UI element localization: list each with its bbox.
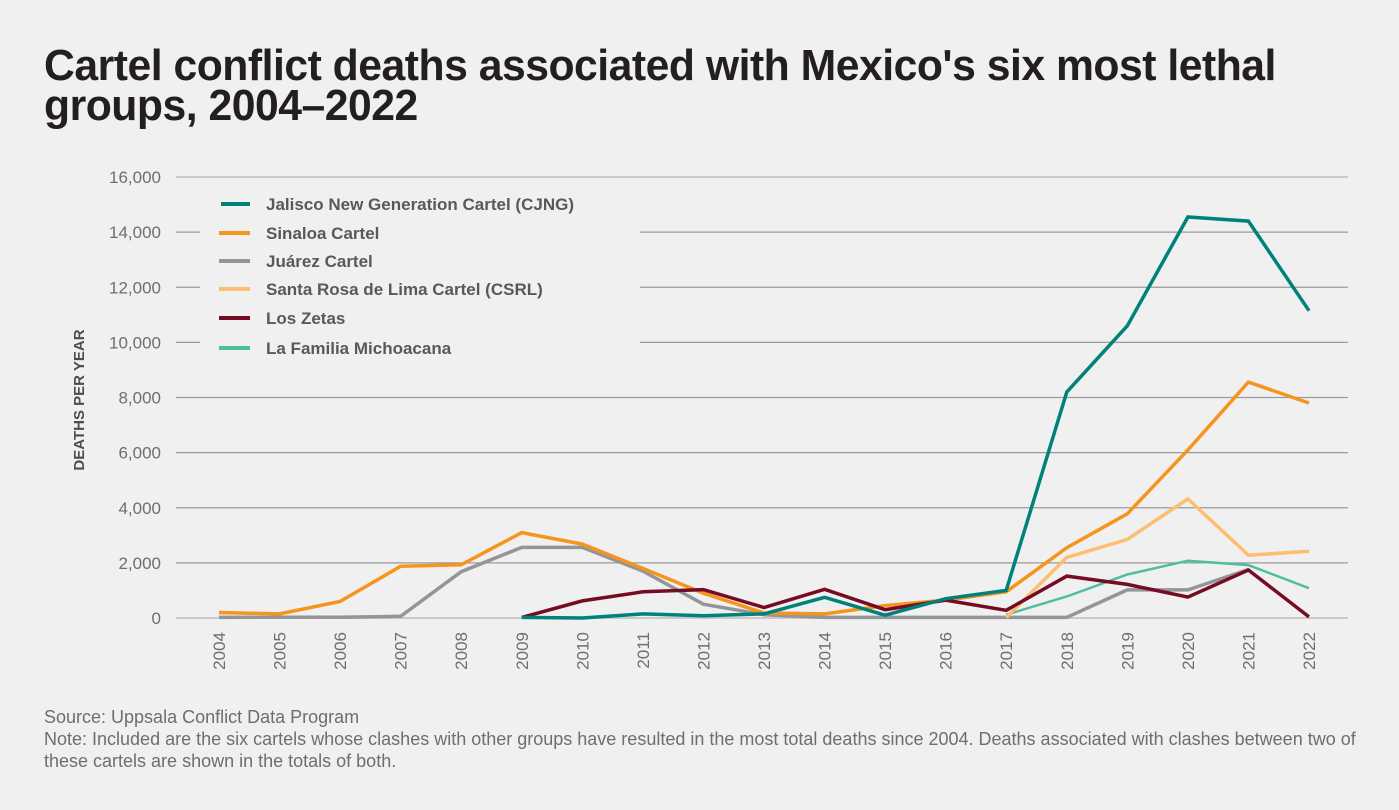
x-tick-label: 2009	[513, 632, 532, 670]
y-axis-title: DEATHS PER YEAR	[71, 329, 88, 470]
y-tick-label: 12,000	[109, 278, 161, 297]
x-tick-label: 2006	[331, 632, 350, 670]
y-tick-label: 10,000	[109, 333, 161, 352]
x-tick-label: 2014	[816, 632, 835, 670]
x-axis-ticks: 2004 2005 2006 2007 2008 2009 2010 2011 2012 2013…	[210, 632, 1319, 670]
x-tick-label: 2010	[573, 632, 592, 670]
series-line-sinaloa-cartel	[218, 380, 1310, 616]
y-tick-label: 6,000	[118, 444, 161, 463]
legend-label: Los Zetas	[266, 309, 345, 328]
x-tick-label: 2016	[937, 632, 956, 670]
x-tick-label: 2015	[876, 632, 895, 670]
legend-item-santa-rosa-de-lima-cartel-csrl: Santa Rosa de Lima Cartel (CSRL)	[219, 280, 543, 299]
legend-item-los-zetas: Los Zetas	[219, 309, 345, 328]
series-line-ju-rez-cartel	[218, 545, 1249, 620]
legend: Jalisco New Generation Cartel (CJNG) Sina…	[219, 195, 574, 358]
x-tick-label: 2018	[1058, 632, 1077, 670]
y-tick-label: 4,000	[118, 499, 161, 518]
y-tick-label: 0	[152, 609, 161, 628]
series-line-jalisco-new-generation-cartel-cjng	[521, 215, 1311, 620]
legend-item-ju-rez-cartel: Juárez Cartel	[219, 252, 373, 271]
series-lines	[218, 215, 1311, 620]
footer: Source: Uppsala Conflict Data Program No…	[44, 706, 1364, 772]
source-note: Source: Uppsala Conflict Data Program	[44, 707, 360, 727]
series-line-los-zetas	[521, 567, 1311, 620]
x-tick-label: 2013	[755, 632, 774, 670]
x-tick-label: 2020	[1179, 632, 1198, 670]
y-tick-label: 14,000	[109, 223, 161, 242]
footnote: Note: Included are the six cartels whose…	[44, 729, 1356, 771]
legend-item-sinaloa-cartel: Sinaloa Cartel	[219, 224, 379, 243]
series-line-la-familia-michoacana	[1005, 559, 1310, 616]
legend-item-jalisco-new-generation-cartel-cjng: Jalisco New Generation Cartel (CJNG)	[221, 195, 574, 214]
x-tick-label: 2008	[452, 632, 471, 670]
x-tick-label: 2012	[694, 632, 713, 670]
legend-label: Santa Rosa de Lima Cartel (CSRL)	[266, 280, 543, 299]
legend-label: Juárez Cartel	[266, 252, 373, 271]
legend-label: Sinaloa Cartel	[266, 224, 379, 243]
x-tick-label: 2007	[392, 632, 411, 670]
x-tick-label: 2021	[1239, 632, 1258, 670]
series-line-santa-rosa-de-lima-cartel-csrl	[1004, 496, 1310, 619]
x-tick-label: 2017	[997, 632, 1016, 670]
x-tick-label: 2019	[1118, 632, 1137, 670]
y-tick-label: 16,000	[109, 168, 161, 187]
y-axis-ticks: 0 2,000 4,000 6,000 8,000 10,000 12,000 14,000 1…	[109, 168, 161, 628]
legend-label: La Familia Michoacana	[266, 339, 452, 358]
x-tick-label: 2004	[210, 632, 229, 670]
x-tick-label: 2022	[1300, 632, 1319, 670]
legend-item-la-familia-michoacana: La Familia Michoacana	[219, 339, 452, 358]
x-tick-label: 2011	[634, 632, 653, 669]
chart-title: Cartel conflict deaths associated with M…	[44, 41, 1276, 130]
x-tick-label: 2005	[271, 632, 290, 670]
y-tick-label: 2,000	[118, 554, 161, 573]
legend-label: Jalisco New Generation Cartel (CJNG)	[266, 195, 574, 214]
y-tick-label: 8,000	[118, 389, 161, 408]
